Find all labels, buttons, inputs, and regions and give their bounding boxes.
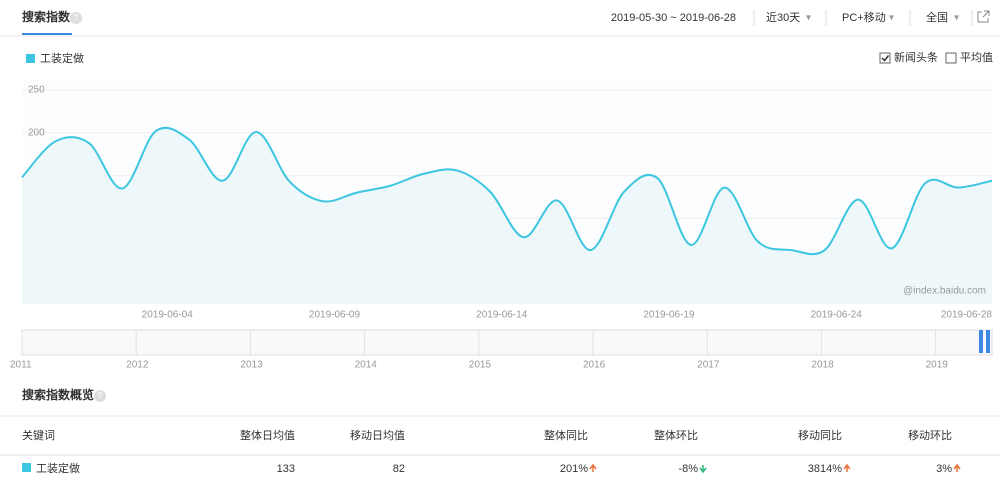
x-tick-label: 2019-06-04 — [142, 310, 194, 321]
checkbox-label: 平均值 — [960, 51, 993, 64]
share-icon[interactable] — [977, 10, 990, 23]
checkbox[interactable] — [879, 52, 891, 64]
area — [22, 127, 992, 304]
checkbox-label: 新闻头条 — [894, 50, 938, 64]
column-header: 整体环比 — [654, 428, 698, 442]
line — [21, 126, 993, 256]
date-range[interactable]: 2019-05-30 ~ 2019-06-28 — [611, 12, 736, 24]
column-header: 移动同比 — [798, 429, 842, 442]
watermark: @index.baidu.com — [903, 286, 986, 297]
legend-swatch — [26, 54, 35, 63]
table-cell: 3% — [936, 463, 952, 475]
x-tick-label: 2019-06-24 — [811, 310, 863, 321]
y-tick-label: 250 — [28, 85, 45, 96]
help-icon[interactable] — [70, 12, 82, 24]
help-icon[interactable] — [94, 390, 106, 402]
column-header: 移动环比 — [908, 429, 952, 442]
device-select[interactable]: PC+移动 — [842, 11, 886, 24]
down-arrow — [699, 465, 707, 474]
dropdown-arrow: ▾ — [806, 13, 811, 24]
period-select[interactable]: 近30天 — [766, 11, 800, 24]
year-label: 2012 — [126, 360, 149, 371]
year-label: 2015 — [469, 360, 492, 371]
dropdown-arrow: ▾ — [954, 13, 959, 24]
tab-underline — [22, 33, 72, 35]
year-label: 2019 — [926, 360, 949, 371]
summary-title: 搜索指数概览 — [22, 387, 94, 402]
y-tick-label: 200 — [28, 127, 45, 138]
x-tick-label: 2019-06-19 — [643, 310, 695, 321]
checkmark — [881, 55, 890, 62]
up-arrow — [589, 463, 597, 472]
column-header: 整体日均值 — [240, 428, 295, 442]
year-label: 2013 — [240, 360, 263, 371]
section-title: 搜索指数 — [22, 9, 71, 24]
column-header: 移动日均值 — [350, 429, 405, 442]
table-cell: 133 — [277, 463, 295, 475]
table-cell: 201% — [560, 463, 588, 475]
checkbox[interactable] — [945, 52, 957, 64]
up-arrow — [953, 463, 961, 472]
navigator[interactable] — [21, 329, 993, 356]
year-label: 2011 — [10, 360, 32, 371]
year-label: 2018 — [811, 360, 834, 371]
keyword-swatch — [22, 463, 31, 472]
x-tick-label: 2019-06-14 — [476, 310, 528, 321]
year-label: 2016 — [583, 360, 606, 371]
up-arrow — [843, 463, 851, 472]
year-label: 2017 — [697, 360, 720, 371]
x-tick-label: 2019-06-28 — [941, 310, 993, 321]
help-glyph: ? — [97, 390, 102, 400]
legend-label: 工装定做 — [40, 51, 84, 65]
x-tick-label: 2019-06-09 — [309, 310, 361, 321]
dropdown-arrow: ▾ — [889, 13, 894, 24]
navigator-handle[interactable] — [986, 330, 990, 353]
column-header: 整体同比 — [544, 428, 588, 442]
column-header: 关键词 — [22, 428, 55, 442]
year-label: 2014 — [355, 360, 378, 371]
navigator-handle[interactable] — [979, 330, 983, 353]
table-cell: 工装定做 — [36, 461, 80, 475]
table-cell: 3814% — [808, 463, 842, 475]
table-cell: 82 — [393, 463, 405, 475]
help-glyph: ? — [73, 12, 78, 22]
region-select[interactable]: 全国 — [926, 10, 948, 24]
table-cell: -8% — [678, 463, 698, 475]
